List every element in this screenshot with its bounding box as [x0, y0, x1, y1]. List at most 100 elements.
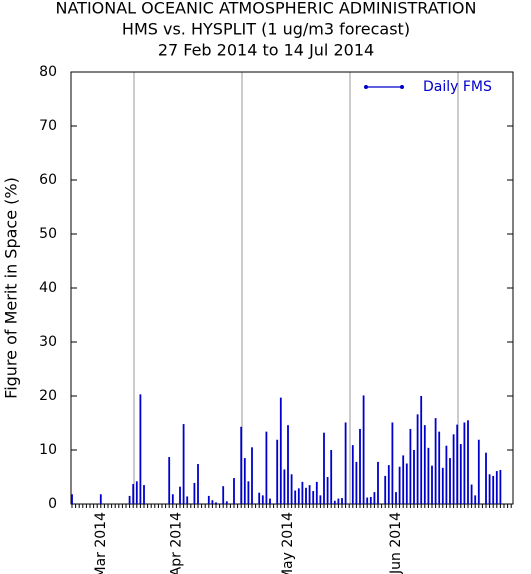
legend-label: Daily FMS [423, 79, 492, 95]
bar [128, 495, 131, 504]
bar [384, 475, 387, 504]
bar [211, 500, 214, 504]
x-tick-label: Apr 2014 [168, 512, 184, 574]
bar [333, 500, 336, 504]
bar [265, 431, 268, 504]
bar [312, 491, 315, 504]
bar [362, 395, 365, 504]
bar [171, 494, 174, 504]
bar [467, 420, 469, 504]
y-tick-label: 50 [39, 226, 57, 242]
bar [477, 439, 480, 504]
bar [186, 496, 189, 504]
bar [470, 484, 473, 504]
bar [495, 471, 498, 504]
legend-marker [400, 85, 404, 89]
bar [283, 469, 286, 504]
bar [373, 492, 376, 504]
bar [225, 501, 228, 504]
x-tick-label: Mar 2014 [93, 512, 109, 574]
bar [330, 450, 333, 504]
y-tick-label: 0 [48, 496, 57, 512]
bar [297, 488, 300, 504]
bar [456, 424, 459, 504]
bar [492, 475, 495, 504]
bar [398, 466, 401, 504]
bar [337, 498, 340, 504]
bar [71, 494, 73, 504]
bar [391, 422, 394, 504]
bar [294, 490, 297, 504]
y-tick-label: 20 [39, 388, 57, 404]
bar [135, 481, 138, 504]
bar [423, 425, 426, 504]
bar [222, 486, 225, 504]
bar [143, 485, 145, 504]
bar [341, 498, 343, 504]
bar [168, 457, 171, 504]
bar [377, 461, 379, 504]
bar [139, 394, 142, 504]
bar [452, 434, 455, 504]
bar [276, 439, 279, 504]
bar [215, 502, 217, 504]
bar [413, 450, 415, 504]
bar [323, 432, 325, 504]
bar [305, 487, 307, 504]
bar [233, 478, 235, 504]
y-axis-label: Figure of Merit in Space (%) [2, 177, 21, 399]
y-tick-label: 30 [39, 334, 57, 350]
legend-marker [364, 85, 368, 89]
bar [366, 497, 369, 504]
bar [427, 447, 430, 504]
bar [355, 461, 358, 504]
bar [369, 496, 372, 504]
bar [409, 428, 412, 504]
bar [308, 485, 311, 504]
bar [449, 458, 451, 504]
bar [132, 484, 135, 504]
x-tick-label: May 2014 [280, 512, 296, 574]
bar [420, 396, 423, 504]
bar [261, 495, 264, 504]
bar [441, 467, 444, 504]
bar [445, 445, 448, 504]
bar [182, 424, 185, 504]
bar [247, 481, 250, 504]
chart-subtitle: HMS vs. HYSPLIT (1 ug/m3 forecast) [122, 20, 410, 39]
bar [474, 495, 477, 504]
bar [416, 414, 419, 504]
bar [269, 498, 271, 504]
bar [279, 397, 282, 504]
bar [326, 477, 329, 504]
bar [488, 474, 491, 504]
bar [387, 465, 390, 504]
bar [193, 482, 196, 504]
bar [207, 495, 210, 504]
bar [179, 486, 181, 504]
bar [319, 495, 322, 504]
bar [240, 426, 243, 504]
bar [463, 422, 466, 504]
bar [434, 418, 437, 504]
bar [258, 492, 261, 504]
chart-title: NATIONAL OCEANIC ATMOSPHERIC ADMINISTRAT… [56, 0, 477, 18]
bar [301, 481, 304, 504]
bar [315, 481, 318, 504]
y-tick-label: 60 [39, 172, 57, 188]
bar [251, 447, 253, 504]
bar [351, 445, 354, 504]
bar [290, 474, 293, 504]
x-tick-label: Jun 2014 [388, 512, 404, 574]
bar [402, 455, 405, 504]
y-tick-label: 70 [39, 118, 57, 134]
bar [395, 492, 397, 504]
bar [243, 458, 246, 504]
bar [405, 463, 408, 504]
bar [287, 425, 289, 504]
bar [499, 469, 502, 504]
bar [344, 422, 347, 504]
plot-frame [70, 71, 514, 505]
y-tick-label: 10 [39, 442, 57, 458]
